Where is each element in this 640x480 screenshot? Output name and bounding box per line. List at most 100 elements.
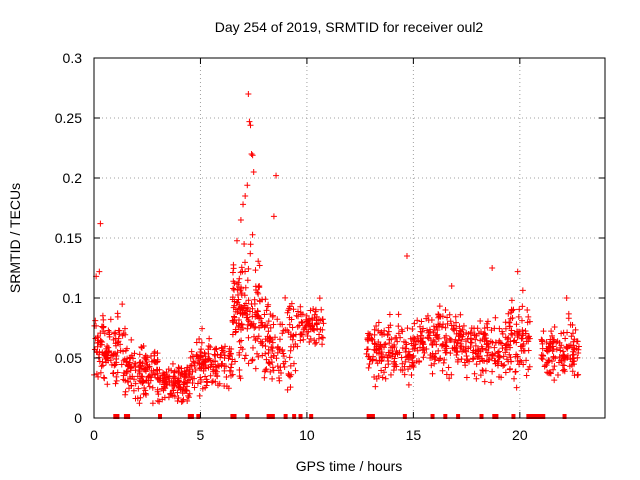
data-point — [505, 334, 512, 341]
data-point — [289, 324, 296, 331]
data-point — [206, 335, 213, 342]
data-point — [262, 350, 269, 357]
data-point — [208, 379, 215, 386]
data-point — [544, 359, 551, 366]
data-point — [104, 381, 111, 388]
data-point — [244, 182, 251, 189]
data-points — [91, 91, 582, 407]
data-point — [111, 330, 118, 337]
zero-marker — [430, 414, 435, 419]
data-point — [112, 340, 119, 347]
data-point — [307, 307, 314, 314]
zero-markers — [113, 414, 567, 419]
zero-marker — [534, 414, 539, 419]
data-point — [276, 377, 283, 384]
data-point — [412, 341, 419, 348]
data-point — [136, 351, 143, 358]
data-point — [303, 312, 310, 319]
data-point — [495, 348, 502, 355]
data-point — [551, 377, 558, 384]
data-point — [99, 339, 106, 346]
data-point — [312, 340, 319, 347]
data-point — [166, 373, 173, 380]
data-point — [232, 358, 239, 365]
data-point — [294, 343, 301, 350]
data-point — [382, 375, 389, 382]
data-point — [513, 321, 520, 328]
data-point — [282, 294, 289, 301]
data-point — [288, 371, 295, 378]
data-point — [506, 351, 513, 358]
data-point — [219, 347, 226, 354]
data-point — [100, 324, 107, 331]
data-point — [436, 303, 443, 310]
data-point — [296, 322, 303, 329]
data-point — [483, 320, 490, 327]
data-point — [223, 383, 230, 390]
data-point — [212, 345, 219, 352]
data-point — [101, 375, 108, 382]
data-point — [234, 309, 241, 316]
data-point — [104, 354, 111, 361]
data-point — [241, 355, 248, 362]
data-point — [489, 351, 496, 358]
data-point — [556, 339, 563, 346]
data-point — [238, 264, 245, 271]
data-point — [524, 307, 531, 314]
data-point — [415, 337, 422, 344]
data-point — [262, 343, 269, 350]
data-point — [557, 347, 564, 354]
zero-marker — [115, 414, 120, 419]
zero-marker — [292, 414, 297, 419]
data-point — [442, 307, 449, 314]
data-point — [274, 363, 281, 370]
zero-marker — [562, 414, 567, 419]
data-point — [365, 336, 372, 343]
data-point — [94, 334, 101, 341]
data-point — [457, 327, 464, 334]
data-point — [487, 338, 494, 345]
data-point — [156, 366, 163, 373]
data-point — [496, 325, 503, 332]
data-point — [269, 339, 276, 346]
data-point — [221, 367, 228, 374]
data-point — [249, 231, 256, 238]
data-point — [105, 327, 112, 334]
data-point — [298, 311, 305, 318]
data-point — [221, 355, 228, 362]
data-point — [264, 303, 271, 310]
data-point — [201, 349, 208, 356]
data-point — [525, 313, 532, 320]
data-point — [549, 332, 556, 339]
data-point — [186, 374, 193, 381]
data-point — [572, 326, 579, 333]
data-point — [279, 346, 286, 353]
data-point — [525, 366, 532, 373]
data-point — [402, 358, 409, 365]
data-point — [453, 352, 460, 359]
data-point — [551, 324, 558, 331]
data-point — [248, 151, 255, 157]
data-point — [138, 343, 145, 350]
data-point — [255, 290, 262, 297]
data-point — [151, 350, 158, 357]
data-point — [228, 361, 235, 368]
data-point — [317, 326, 324, 333]
data-point — [371, 373, 378, 380]
zero-marker — [113, 414, 118, 419]
data-point — [371, 340, 378, 347]
zero-marker — [232, 414, 237, 419]
data-point — [489, 265, 496, 271]
data-point — [517, 357, 524, 364]
data-point — [564, 329, 571, 336]
data-point — [153, 359, 160, 366]
data-point — [440, 359, 447, 366]
data-point — [249, 305, 256, 312]
data-point — [466, 358, 473, 365]
data-point — [114, 310, 121, 317]
data-point — [136, 359, 143, 366]
data-point — [411, 320, 418, 327]
data-point — [411, 345, 418, 352]
data-point — [245, 360, 252, 367]
